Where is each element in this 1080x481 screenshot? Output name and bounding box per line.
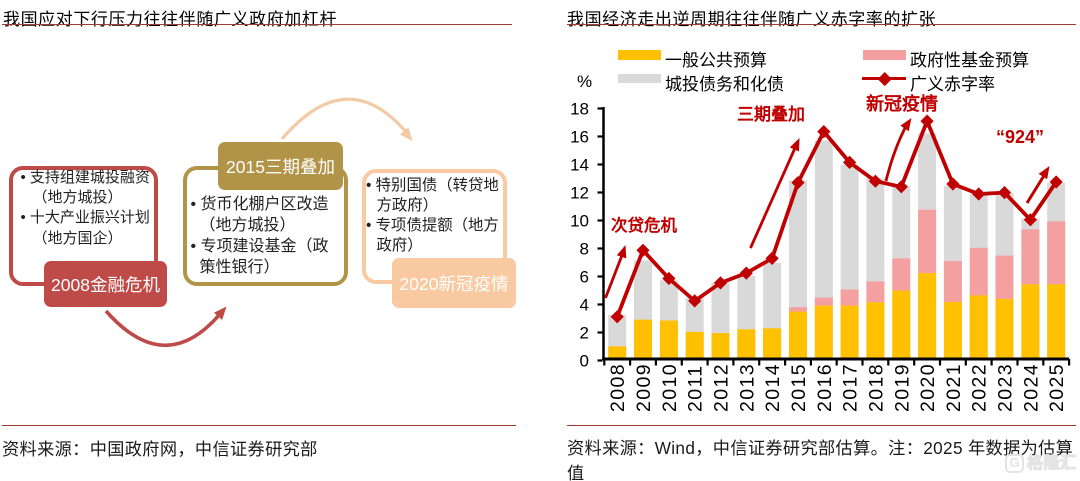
svg-text:4: 4 [580,296,589,315]
svg-text:10: 10 [570,212,589,231]
svg-text:14: 14 [570,156,589,175]
svg-text:8: 8 [580,240,589,259]
svg-text:2008: 2008 [607,363,629,412]
svg-text:6: 6 [580,268,589,287]
svg-text:2020: 2020 [917,363,939,412]
svg-text:2011: 2011 [685,364,707,412]
svg-text:“924”: “924” [996,127,1044,147]
svg-text:次贷危机: 次贷危机 [611,215,678,235]
svg-text:18: 18 [570,100,589,119]
svg-text:2016: 2016 [814,363,836,412]
svg-text:16: 16 [570,128,589,147]
svg-text:2017: 2017 [840,363,862,412]
svg-text:12: 12 [570,184,589,203]
svg-text:2013: 2013 [736,363,758,412]
svg-text:2014: 2014 [762,363,784,412]
svg-text:2009: 2009 [633,363,655,412]
svg-text:2023: 2023 [995,363,1017,412]
svg-text:2: 2 [580,324,589,343]
svg-text:0: 0 [580,352,589,371]
svg-text:2024: 2024 [1020,363,1042,412]
svg-text:2019: 2019 [891,363,913,412]
svg-text:新冠疫情: 新冠疫情 [866,93,938,114]
svg-text:2025: 2025 [1046,363,1068,412]
svg-text:2012: 2012 [711,363,733,412]
svg-text:2015: 2015 [788,363,810,412]
svg-text:三期叠加: 三期叠加 [737,105,805,124]
svg-text:2021: 2021 [943,363,965,412]
svg-text:2018: 2018 [865,363,887,412]
svg-text:2010: 2010 [659,363,681,412]
svg-text:2022: 2022 [969,363,991,412]
